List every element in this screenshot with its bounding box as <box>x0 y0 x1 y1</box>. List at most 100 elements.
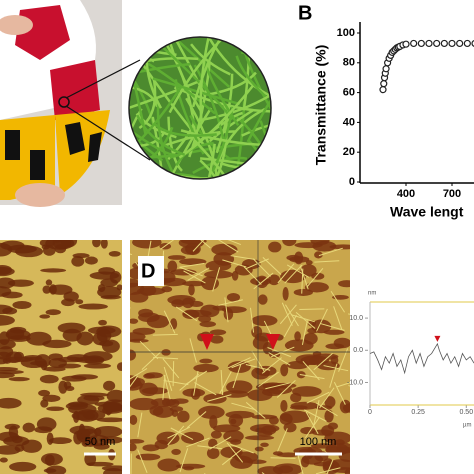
height-profile: -10.0 0.0 10.0 0 0.25 0.50 nm µm <box>347 288 474 474</box>
x-tick-label: 700 <box>443 188 461 200</box>
data-point <box>456 39 464 48</box>
texture <box>272 451 284 456</box>
transmittance-chart: 0 20 40 60 80 100 400 700 Transmittance (%) Wave … <box>313 22 474 220</box>
texture <box>305 416 320 439</box>
texture <box>26 331 52 346</box>
texture <box>130 368 148 380</box>
texture <box>103 380 116 391</box>
texture <box>137 449 148 473</box>
texture <box>199 358 213 364</box>
texture <box>251 366 270 380</box>
texture <box>43 366 66 372</box>
fiber <box>129 86 182 171</box>
fiber <box>129 108 143 179</box>
texture <box>83 351 113 362</box>
texture <box>299 265 309 290</box>
data-point <box>448 39 456 48</box>
texture <box>210 430 222 439</box>
texture <box>48 437 72 445</box>
texture <box>185 242 201 256</box>
texture <box>336 382 350 388</box>
data-point <box>425 39 433 48</box>
texture <box>276 379 296 398</box>
texture <box>245 258 269 270</box>
texture <box>103 399 122 412</box>
texture <box>230 455 254 469</box>
texture <box>40 268 67 273</box>
texture <box>225 410 255 419</box>
texture <box>45 279 53 286</box>
x-tick-label: 400 <box>397 188 415 200</box>
texture <box>227 240 241 246</box>
texture <box>282 286 289 301</box>
texture <box>163 379 189 386</box>
texture <box>209 329 227 336</box>
fiber <box>154 39 234 121</box>
texture <box>167 425 185 446</box>
texture <box>150 398 177 407</box>
texture <box>92 240 101 248</box>
y-axis-label: Transmittance (%) <box>313 45 329 166</box>
texture <box>93 443 110 450</box>
texture <box>251 414 278 420</box>
texture <box>292 386 322 397</box>
texture <box>0 397 22 409</box>
texture <box>282 240 297 247</box>
texture <box>6 327 25 340</box>
y-tick-label: 100 <box>337 27 355 39</box>
texture <box>295 311 316 329</box>
fiber <box>234 37 271 123</box>
texture <box>39 314 51 319</box>
texture <box>189 338 197 363</box>
texture <box>260 442 269 447</box>
texture <box>268 241 282 253</box>
texture <box>60 240 78 248</box>
texture <box>252 258 271 277</box>
texture <box>223 307 234 321</box>
texture <box>204 270 234 279</box>
texture <box>130 291 149 303</box>
texture <box>315 402 338 417</box>
texture <box>65 402 88 410</box>
texture <box>312 351 322 357</box>
texture <box>232 364 242 389</box>
fiber <box>193 139 253 179</box>
texture <box>138 308 154 318</box>
texture <box>262 342 273 355</box>
y-tick-label: 60 <box>343 87 355 99</box>
texture <box>200 240 211 249</box>
texture <box>179 266 203 277</box>
texture <box>223 430 244 443</box>
texture <box>179 373 200 391</box>
texture <box>167 255 186 260</box>
fiber <box>152 77 241 106</box>
texture <box>323 365 349 372</box>
texture <box>46 406 65 412</box>
texture <box>83 363 112 369</box>
texture <box>227 361 251 373</box>
texture <box>305 411 319 435</box>
texture <box>198 405 225 419</box>
fiber <box>243 37 271 53</box>
texture <box>301 268 304 294</box>
scale-bar-label: 50 nm <box>85 436 116 448</box>
texture <box>212 305 229 311</box>
texture <box>304 282 329 293</box>
texture <box>0 242 13 257</box>
texture <box>130 414 138 426</box>
texture <box>170 427 194 440</box>
fiber <box>129 79 201 112</box>
texture <box>280 363 289 377</box>
texture <box>84 256 98 265</box>
texture <box>249 424 280 433</box>
fiber <box>189 106 234 179</box>
texture <box>194 382 217 396</box>
fiber <box>193 64 226 144</box>
texture <box>197 445 223 450</box>
texture <box>71 411 96 421</box>
texture <box>2 307 18 315</box>
texture <box>130 278 140 288</box>
texture <box>304 409 327 422</box>
fiber <box>241 123 271 137</box>
